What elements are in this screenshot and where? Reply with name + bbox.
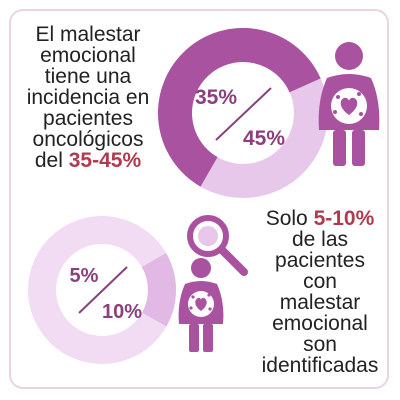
identification-donut: 5% 10% bbox=[28, 216, 176, 364]
identification-line: malestar bbox=[279, 291, 361, 314]
identification-highlight: 5-10% bbox=[313, 207, 375, 230]
identification-line: de las bbox=[291, 228, 349, 251]
donut-bottom-label: 10% bbox=[102, 301, 142, 323]
identification-prefix: Solo bbox=[265, 207, 314, 230]
identification-line-first: Solo 5-10% bbox=[245, 208, 395, 229]
donut-divider bbox=[215, 87, 272, 141]
magnifier-icon bbox=[187, 215, 248, 276]
donut-top-label: 35% bbox=[195, 86, 237, 109]
identification-line: pacientes bbox=[275, 249, 365, 272]
incidence-line: pacientes bbox=[43, 107, 133, 130]
incidence-line: tiene una bbox=[44, 65, 132, 88]
donut-arc bbox=[141, 253, 176, 327]
incidence-donut: 35% 45% bbox=[158, 28, 328, 198]
patient-heart-icon bbox=[318, 42, 380, 166]
incidence-line: oncológicos bbox=[32, 128, 144, 151]
incidence-highlight: 35-45% bbox=[68, 149, 142, 172]
donut-top-label: 5% bbox=[70, 265, 99, 287]
incidence-text: El malestar emocional tiene una incidenc… bbox=[18, 24, 158, 171]
patient-heart-icon bbox=[178, 258, 224, 352]
incidence-line: El malestar bbox=[35, 23, 141, 46]
identification-line: son bbox=[303, 333, 337, 356]
incidence-line: incidencia en bbox=[26, 86, 150, 109]
identification-line: identificadas bbox=[261, 354, 379, 377]
donut-bottom-label: 45% bbox=[243, 127, 285, 150]
donut-divider bbox=[78, 266, 128, 314]
incidence-prefix: del bbox=[34, 149, 69, 172]
identification-line: emocional bbox=[272, 312, 368, 335]
incidence-line-last: del 35-45% bbox=[18, 150, 158, 171]
identification-text: Solo 5-10% de las pacientes con malestar… bbox=[245, 208, 395, 376]
donut-arc bbox=[158, 28, 321, 187]
incidence-line: emocional bbox=[40, 44, 136, 67]
identification-line: con bbox=[303, 270, 337, 293]
